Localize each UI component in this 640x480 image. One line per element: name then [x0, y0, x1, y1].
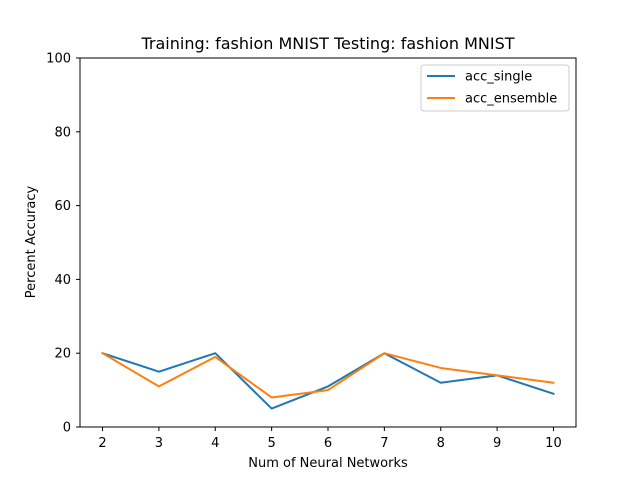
y-tick-label-0: 0: [63, 421, 71, 436]
x-tick-label-5: 5: [267, 436, 275, 451]
x-tick-label-8: 8: [437, 436, 445, 451]
legend: acc_single acc_ensemble: [420, 64, 570, 112]
x-tick-label-6: 6: [324, 436, 332, 451]
y-tick-label-20: 20: [54, 347, 71, 362]
y-tick-label-40: 40: [54, 273, 71, 288]
x-tick-label-7: 7: [380, 436, 388, 451]
x-axis-label: Num of Neural Networks: [248, 456, 408, 471]
x-tick-label-9: 9: [493, 436, 501, 451]
x-tick-label-4: 4: [211, 436, 219, 451]
x-tick-label-3: 3: [155, 436, 163, 451]
series-line-acc-single: [101, 351, 555, 410]
x-tick-label-10: 10: [545, 436, 562, 451]
legend-label-acc-single: acc_single: [465, 70, 532, 85]
series-line-acc-ensemble: [101, 351, 555, 399]
y-tick-label-100: 100: [46, 52, 71, 67]
y-tick-label-80: 80: [54, 125, 71, 140]
legend-box: [420, 64, 570, 112]
y-axis-label: Percent Accuracy: [24, 185, 39, 298]
chart-title: Training: fashion MNIST Testing: fashion…: [140, 34, 514, 53]
y-tick-label-60: 60: [54, 199, 71, 214]
x-tick-label-2: 2: [98, 436, 106, 451]
legend-label-acc-ensemble: acc_ensemble: [465, 92, 557, 107]
